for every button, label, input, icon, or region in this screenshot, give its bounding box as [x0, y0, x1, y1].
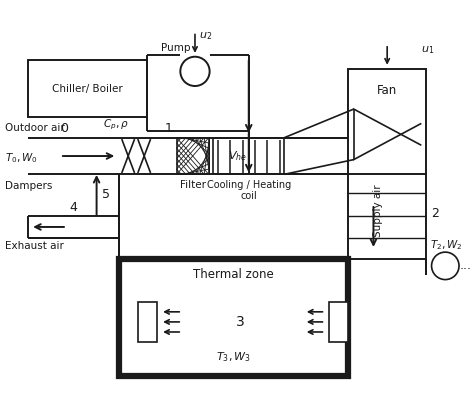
Text: $T_3, W_3$: $T_3, W_3$ — [216, 350, 251, 364]
Bar — [348, 69, 426, 174]
Bar — [329, 302, 348, 342]
Circle shape — [431, 252, 459, 280]
Circle shape — [180, 57, 210, 86]
Text: Dampers: Dampers — [5, 181, 53, 191]
Text: Cooling / Heating
coil: Cooling / Heating coil — [207, 180, 291, 201]
Bar — [177, 138, 209, 174]
Text: $T_2, W_2$: $T_2, W_2$ — [430, 238, 463, 252]
Text: $u_2$: $u_2$ — [199, 30, 212, 42]
Text: $C_p, \rho$: $C_p, \rho$ — [103, 118, 129, 132]
Text: 1: 1 — [164, 122, 173, 135]
Text: Chiller/ Boiler: Chiller/ Boiler — [52, 83, 123, 93]
Bar — [28, 60, 147, 117]
Bar — [213, 138, 284, 174]
Text: Fan: Fan — [377, 84, 397, 97]
Text: Filter: Filter — [180, 180, 206, 190]
Text: 0: 0 — [61, 122, 69, 135]
Bar — [138, 302, 157, 342]
Text: 4: 4 — [70, 201, 78, 214]
Text: $T_2$: $T_2$ — [439, 259, 451, 273]
Text: Pump: Pump — [161, 43, 191, 53]
Text: 2: 2 — [431, 207, 438, 220]
Text: $V_{he}$: $V_{he}$ — [228, 149, 247, 163]
Bar — [119, 259, 348, 376]
Text: 5: 5 — [102, 188, 110, 201]
Text: ...: ... — [460, 259, 472, 273]
Text: $u_1$: $u_1$ — [420, 44, 434, 56]
Text: Outdoor air: Outdoor air — [5, 123, 65, 133]
Text: Exhaust air: Exhaust air — [5, 241, 64, 251]
Text: Supply air: Supply air — [373, 185, 383, 237]
Text: $T_0, W_0$: $T_0, W_0$ — [5, 151, 38, 165]
Text: Thermal zone: Thermal zone — [193, 268, 274, 281]
Text: 3: 3 — [237, 315, 245, 329]
